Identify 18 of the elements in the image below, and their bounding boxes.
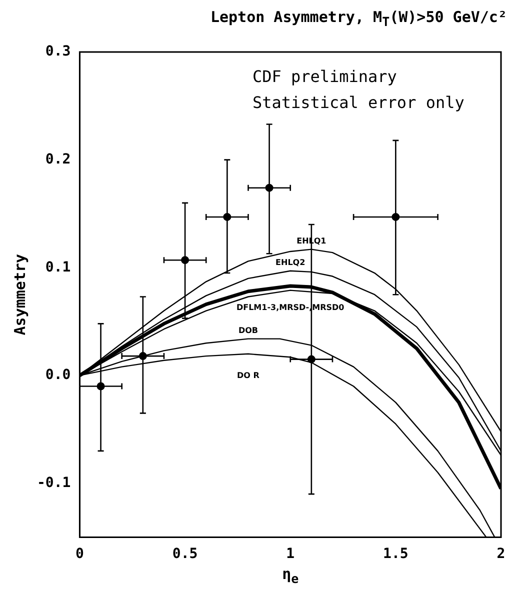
y-tick-label: 0.0 bbox=[45, 367, 71, 384]
x-tick-label: 1.5 bbox=[383, 546, 408, 562]
annotation: Statistical error only bbox=[252, 93, 465, 112]
y-tick-label: -0.1 bbox=[36, 474, 71, 491]
x-tick-label: 0.5 bbox=[172, 546, 198, 562]
x-tick-label: 1 bbox=[286, 546, 295, 562]
x-tick-label: 0 bbox=[75, 546, 84, 562]
y-tick-label: 0.2 bbox=[45, 151, 71, 168]
y-tick-label: 0.1 bbox=[45, 259, 71, 276]
y-axis-title: Asymmetry bbox=[10, 254, 29, 336]
x-tick-label: 2 bbox=[496, 546, 506, 562]
x-axis-title: η$_{e}$ bbox=[281, 565, 300, 586]
series-label: EHLQ2 bbox=[276, 258, 306, 267]
chart-title: Lepton Asymmetry, M$_{T}$(W)>50 GeV/c² bbox=[209, 8, 508, 31]
y-tick-label: 0.3 bbox=[45, 44, 71, 60]
series-label: DOB bbox=[238, 326, 258, 335]
text: DO R bbox=[237, 370, 260, 380]
annotation: CDF preliminary bbox=[252, 67, 398, 86]
